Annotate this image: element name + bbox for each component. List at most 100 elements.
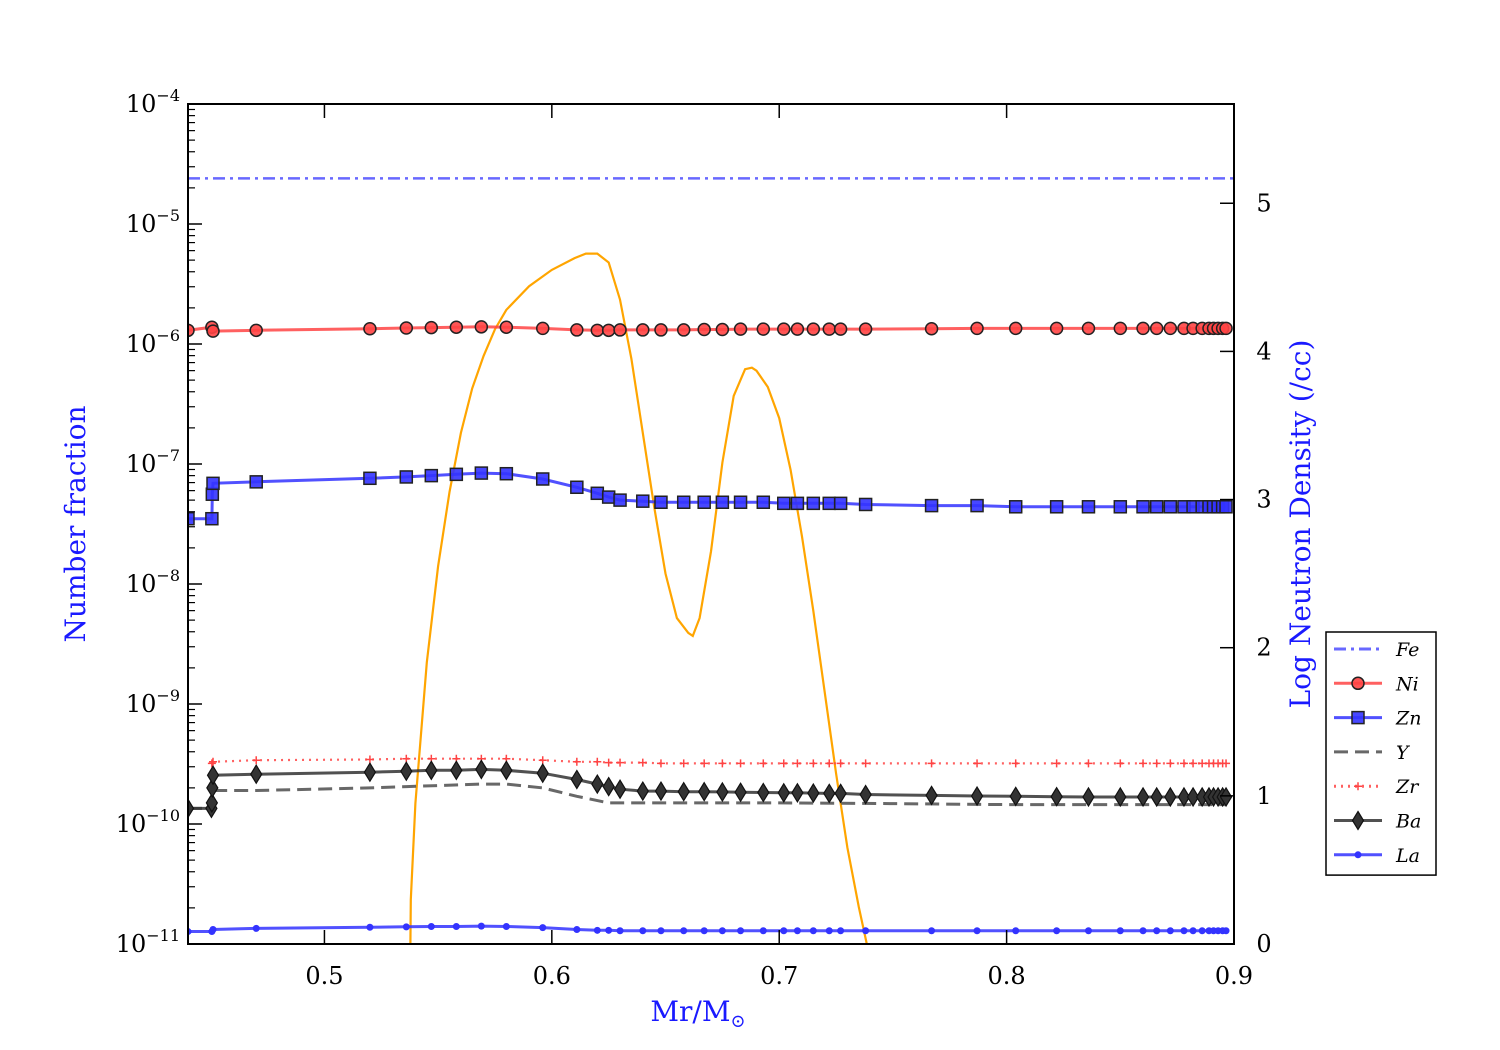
y-right-axis: 0 1 2 3 4 5 xyxy=(1220,189,1272,958)
legend-item-ni: Ni xyxy=(1334,673,1419,695)
y-left-tick-label: 10−11 xyxy=(116,926,180,958)
series-zr-marker xyxy=(593,757,602,766)
series-la-marker xyxy=(402,923,410,931)
series-ni-marker xyxy=(636,323,650,337)
series-la-marker xyxy=(1180,927,1188,935)
y-left-tick-label: 10−4 xyxy=(126,86,180,118)
series-ni-marker xyxy=(363,321,377,336)
neutron-density-line xyxy=(409,252,868,944)
series-zr-marker xyxy=(207,759,216,768)
series-zr-marker xyxy=(718,759,727,768)
series-ni-marker xyxy=(697,322,711,337)
series-zn-marker xyxy=(206,476,220,491)
series-zr-marker xyxy=(861,759,870,768)
series-zr-marker xyxy=(1116,759,1125,768)
series-la-marker xyxy=(657,927,665,935)
series-ni-marker xyxy=(822,322,836,336)
series-zr-marker xyxy=(1139,759,1148,768)
series-zr-marker xyxy=(1198,759,1207,768)
series-ni-marker xyxy=(654,323,668,337)
series-ni-marker xyxy=(535,321,550,336)
legend-label: Ba xyxy=(1395,811,1421,833)
series-zr-marker xyxy=(679,759,688,768)
series-ni-marker xyxy=(499,320,514,334)
x-axis-title-symbol: ⊙ xyxy=(731,1011,746,1032)
series-la-marker xyxy=(573,926,581,934)
series-ba-marker xyxy=(654,780,668,802)
legend-label: Fe xyxy=(1395,639,1419,661)
series-zr-marker xyxy=(1166,759,1175,768)
series-la-marker xyxy=(793,927,801,935)
series-zr-marker xyxy=(809,759,818,768)
series-zn-marker xyxy=(636,494,650,508)
series-zn-marker xyxy=(970,498,984,513)
series-ba-marker xyxy=(716,781,729,803)
series-zn-marker xyxy=(777,496,791,511)
series-zr-marker xyxy=(793,759,802,768)
series-ni-marker xyxy=(249,323,263,338)
series-ba-marker xyxy=(1009,786,1022,807)
series-zn-marker xyxy=(790,496,805,511)
series-la-marker xyxy=(1166,927,1174,935)
plot-frame xyxy=(187,103,1235,945)
series-la-marker xyxy=(252,924,260,932)
series-ba-marker xyxy=(636,780,649,802)
series-ni-marker xyxy=(1163,321,1178,336)
series-zr-marker xyxy=(825,759,834,768)
series-la-marker xyxy=(452,922,460,930)
series-zn-marker xyxy=(924,498,939,513)
series-ba-marker xyxy=(450,760,463,781)
series-ba-marker xyxy=(1186,786,1200,808)
series-ba-marker xyxy=(205,792,219,814)
series-ni-marker xyxy=(777,322,791,336)
x-tick-label: 0.6 xyxy=(533,962,571,990)
y-right-axis-title: Log Neutron Density (/cc) xyxy=(1284,340,1317,709)
series-zn-marker xyxy=(833,496,848,511)
series-zn-marker xyxy=(1081,500,1096,514)
legend-label: Y xyxy=(1396,742,1411,764)
series-zn-marker xyxy=(590,486,605,501)
series-ba-marker xyxy=(1114,786,1127,808)
y-left-axis: 10−4 10−5 10−6 10−7 10−8 10−9 10−10 10−11 xyxy=(116,86,202,958)
legend-label: La xyxy=(1395,845,1420,867)
series-ba-marker xyxy=(677,781,690,802)
series-zr-marker xyxy=(572,757,581,766)
series-la-marker xyxy=(718,927,726,935)
series-la-marker xyxy=(780,927,788,935)
legend-item-la: La xyxy=(1334,845,1420,867)
y-left-tick-label: 10−8 xyxy=(126,566,180,598)
x-axis: 0.5 0.6 0.7 0.8 0.9 xyxy=(305,104,1253,990)
plot-area xyxy=(188,177,1234,944)
series-ba-marker xyxy=(859,784,872,805)
series-ni-marker xyxy=(756,322,771,336)
series-ba-marker xyxy=(1082,786,1095,808)
series-ba-marker xyxy=(834,783,847,804)
series-ba-marker xyxy=(591,773,604,795)
series-zn-marker xyxy=(601,490,616,504)
legend-item-fe: Fe xyxy=(1334,639,1419,661)
series-zr-marker xyxy=(736,759,745,768)
legend-label: Ni xyxy=(1395,673,1419,695)
series-ni-marker xyxy=(474,320,489,334)
series-ba xyxy=(188,759,1233,819)
series-ba-marker xyxy=(1136,786,1150,808)
legend-marker xyxy=(1351,810,1365,831)
series-la-marker xyxy=(1012,927,1020,935)
series-zn-marker xyxy=(756,495,771,510)
series-zn-marker xyxy=(1219,500,1233,514)
y-right-tick-label: 0 xyxy=(1256,930,1271,958)
legend-item-zn: Zn xyxy=(1334,708,1421,730)
series-ni-marker xyxy=(570,323,584,337)
series-zn-marker xyxy=(205,511,219,526)
series-zr-marker xyxy=(604,758,613,767)
series-la-marker xyxy=(825,927,833,935)
series-zn xyxy=(188,466,1233,526)
series-ba-marker xyxy=(363,762,377,783)
y-left-axis-title: Number fraction xyxy=(59,405,92,642)
series-ba-marker xyxy=(823,783,836,804)
series-ni-marker xyxy=(601,323,616,338)
series-zn-marker xyxy=(449,467,464,482)
series-zr-marker xyxy=(1189,759,1198,768)
series-ba-marker xyxy=(1150,786,1163,808)
series-la-marker xyxy=(1139,927,1147,935)
